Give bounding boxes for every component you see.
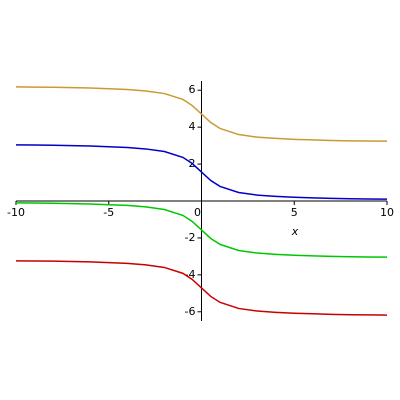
y-tick-label: -4 <box>185 268 196 281</box>
y-tick-label: 4 <box>189 120 196 133</box>
x-tick-label: -10 <box>7 206 25 219</box>
x-tick-label: -5 <box>103 206 114 219</box>
series-line <box>15 86 388 142</box>
x-tick-label: 0 <box>194 206 201 219</box>
series-line <box>15 144 388 200</box>
y-tick-label: -6 <box>185 305 196 318</box>
x-tick-label: 5 <box>291 206 298 219</box>
series-line <box>15 260 388 316</box>
series-line <box>15 202 388 258</box>
y-tick-label: -2 <box>185 231 196 244</box>
y-tick-label: 6 <box>189 83 196 96</box>
x-tick-label: 10 <box>380 206 394 219</box>
x-axis-label: x <box>291 225 299 238</box>
